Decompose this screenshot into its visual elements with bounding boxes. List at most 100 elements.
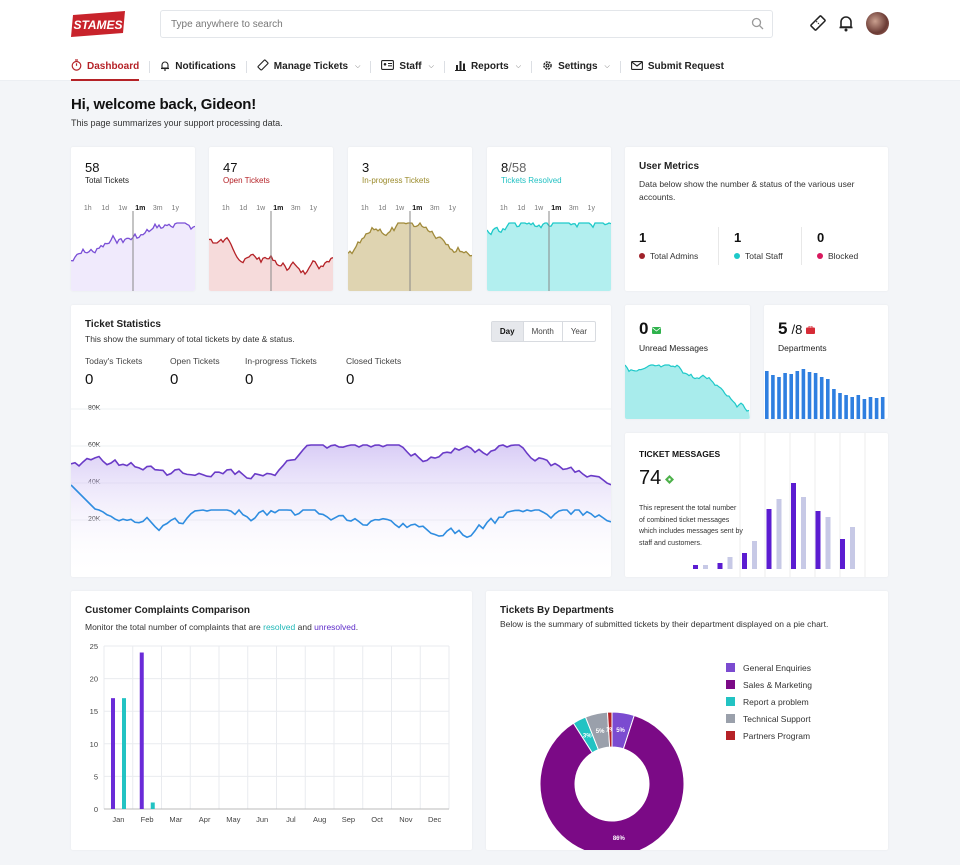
legend-item-general-enquiries[interactable]: General Enquiries [726, 659, 812, 676]
spark-bar [783, 373, 787, 419]
nav-item-manage-tickets[interactable]: Manage Tickets ⌵ [247, 52, 371, 81]
spark-bar [807, 372, 812, 419]
legend-item-partners-program[interactable]: Partners Program [726, 727, 812, 744]
range-option-1d[interactable]: 1d [517, 205, 526, 212]
bar-feb-1 [150, 802, 155, 809]
range-option-1m[interactable]: 1m [135, 205, 146, 212]
legend-item-sales-marketing[interactable]: Sales & Marketing [726, 676, 812, 693]
range-option-1m[interactable]: 1m [551, 205, 562, 212]
range-selector: 1h 1d 1w 1m 3m 1y [79, 205, 184, 212]
stat-value: 1 [734, 230, 742, 245]
bar-sent [717, 563, 723, 569]
legend-item-report-a-problem[interactable]: Report a problem [726, 693, 812, 710]
range-option-1y[interactable]: 1y [309, 205, 317, 212]
slice-label: 5% [616, 728, 625, 734]
search-icon[interactable] [751, 17, 764, 33]
nav-label: Submit Request [647, 61, 724, 72]
nav-item-dashboard[interactable]: Dashboard [71, 52, 149, 81]
range-option-1w[interactable]: 1w [395, 205, 405, 212]
departments-donut-chart: 3% 5% 1% 5% 86% [539, 711, 685, 850]
range-option-1m[interactable]: 1m [412, 205, 423, 212]
unread-count: 0 [639, 319, 649, 338]
bar-chart-icon [454, 60, 466, 74]
range-option-1m[interactable]: 1m [273, 205, 284, 212]
value-main: 58 [85, 160, 100, 175]
sparkline-chart [209, 211, 333, 291]
gear-icon [542, 60, 553, 74]
bar-sent [840, 539, 845, 569]
nav-divider [443, 60, 445, 73]
range-option-1w[interactable]: 1w [118, 205, 128, 212]
range-option-1h[interactable]: 1h [499, 205, 508, 212]
x-tick-label: Dec [428, 815, 442, 824]
range-option-3m[interactable]: 3m [568, 205, 579, 212]
range-option-3m[interactable]: 3m [152, 205, 163, 212]
bell-icon[interactable] [838, 14, 854, 35]
departments-bar-sparkline [765, 369, 885, 419]
nav-item-settings[interactable]: Settings ⌵ [532, 52, 620, 81]
bar-jan-0 [111, 698, 115, 809]
unread-sparkline [625, 364, 750, 419]
nav-item-reports[interactable]: Reports ⌵ [445, 52, 531, 81]
user-avatar[interactable] [866, 12, 889, 35]
search-input[interactable] [161, 11, 721, 37]
range-option-1h[interactable]: 1h [360, 205, 369, 212]
legend-item-technical-support[interactable]: Technical Support [726, 710, 812, 727]
legend-label: Technical Support [743, 713, 811, 724]
sparkline-chart [348, 211, 472, 291]
range-option-1d[interactable]: 1d [101, 205, 110, 212]
y-tick-label: 25 [90, 642, 98, 651]
legend-swatch [726, 680, 735, 689]
ticket-icon[interactable] [809, 14, 827, 35]
range-option-1h[interactable]: 1h [83, 205, 92, 212]
y-tick-label: 10 [90, 740, 98, 749]
range-option-3m[interactable]: 3m [429, 205, 440, 212]
y-tick-label: 5 [94, 772, 98, 781]
unresolved-link[interactable]: unresolved [314, 622, 356, 632]
period-year-button[interactable]: Year [561, 322, 595, 341]
tag-icon [665, 467, 675, 490]
value-main: 47 [223, 160, 238, 175]
logo-text: STAMES [73, 18, 122, 32]
unread-messages-card: 0 Unread Messages [625, 305, 750, 419]
ticket-statistics-title: Ticket Statistics [85, 319, 161, 330]
range-option-1d[interactable]: 1d [239, 205, 248, 212]
welcome-section: Hi, welcome back, Gideon! This page summ… [71, 96, 283, 128]
mail-icon [652, 319, 662, 339]
divider [718, 227, 719, 265]
range-option-1y[interactable]: 1y [171, 205, 179, 212]
slice-label: 3% [583, 733, 592, 739]
nav-item-staff[interactable]: Staff ⌵ [371, 52, 444, 81]
resolved-link[interactable]: resolved [263, 622, 296, 632]
ticket-messages-title: TICKET MESSAGES [639, 449, 721, 459]
stat-card-label: In-progress Tickets [362, 176, 430, 185]
bar-received [752, 541, 757, 569]
nav-label: Dashboard [87, 61, 140, 72]
stat-label: Today's Tickets [85, 356, 143, 366]
complaints-title: Customer Complaints Comparison [85, 605, 251, 616]
x-tick-label: Nov [399, 815, 413, 824]
stames-logo[interactable]: STAMES [71, 11, 127, 37]
nav-item-submit-request[interactable]: Submit Request [621, 52, 734, 81]
range-option-1w[interactable]: 1w [534, 205, 544, 212]
stat-value: 0 [346, 371, 355, 388]
range-option-1y[interactable]: 1y [587, 205, 595, 212]
range-option-3m[interactable]: 3m [290, 205, 301, 212]
range-option-1w[interactable]: 1w [256, 205, 266, 212]
period-month-button[interactable]: Month [522, 322, 562, 341]
nav-item-notifications[interactable]: Notifications [150, 52, 246, 81]
stat-card-value: 3 [362, 160, 369, 175]
sparkline-line [625, 364, 750, 412]
range-option-1h[interactable]: 1h [221, 205, 230, 212]
range-option-1d[interactable]: 1d [378, 205, 387, 212]
spark-bar [868, 397, 873, 419]
range-option-1y[interactable]: 1y [448, 205, 456, 212]
period-day-button[interactable]: Day [491, 322, 523, 341]
range-selector: 1h 1d 1w 1m 3m 1y [217, 205, 322, 212]
bar-feb-0 [139, 652, 144, 809]
stat-card-value: 8/58 [501, 160, 526, 175]
slice-sales-marketing[interactable] [539, 714, 685, 850]
spark-bar [777, 377, 781, 419]
range-selector: 1h 1d 1w 1m 3m 1y [495, 205, 600, 212]
y-tick-label: 15 [90, 707, 98, 716]
